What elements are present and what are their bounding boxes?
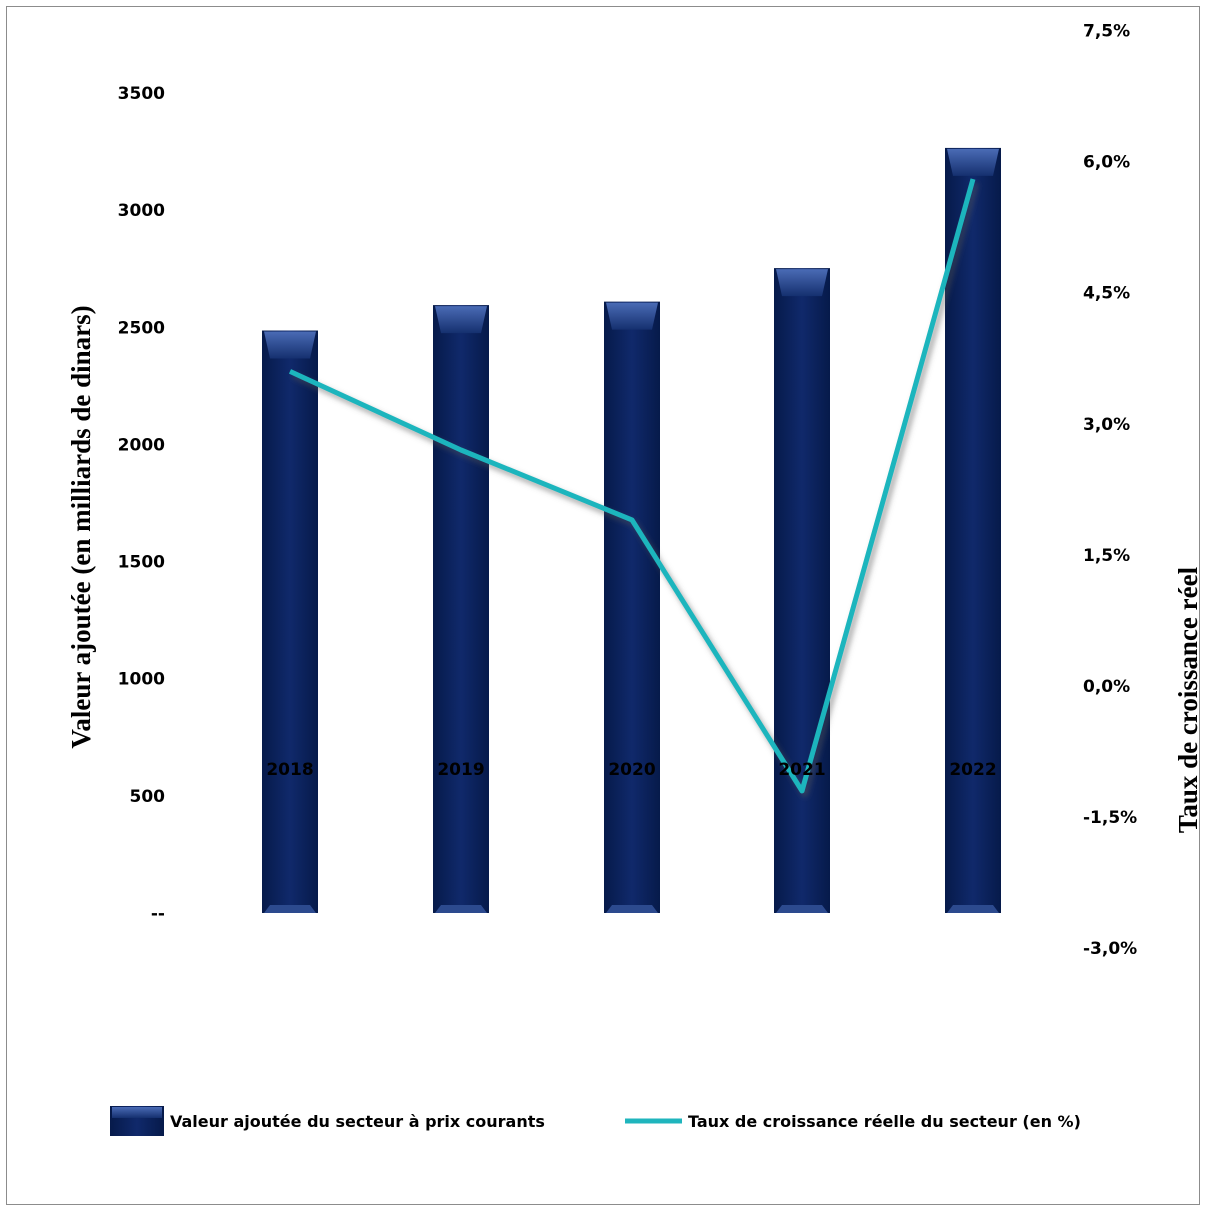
growth-line-layer xyxy=(288,178,976,794)
x-tick-label: 2018 xyxy=(266,760,313,780)
x-tick-label: 2021 xyxy=(778,760,825,780)
bar-bottom-bevel xyxy=(606,905,658,913)
bar-bottom-bevel xyxy=(776,905,828,913)
left-tick-label: -- xyxy=(151,904,165,924)
bar-top-bevel xyxy=(776,269,828,297)
bar-top-bevel xyxy=(947,148,999,176)
left-axis-title: Valeur ajoutée (en milliards de dinars) xyxy=(66,305,96,748)
right-axis-ticks: -3,0% -1,5% 0,0% 1,5% 3,0% 4,5% 6,0% 7,5% xyxy=(1083,22,1137,960)
left-tick-label: 1000 xyxy=(118,670,165,690)
right-tick-label: 6,0% xyxy=(1083,153,1130,173)
right-axis-title: Taux de croissance réel xyxy=(1173,566,1203,833)
left-axis-ticks: -- 500 1000 1500 2000 2500 3000 3500 xyxy=(118,84,165,924)
legend-item-line: Taux de croissance réelle du secteur (en… xyxy=(625,1112,1081,1131)
right-tick-label: -1,5% xyxy=(1083,808,1137,828)
right-tick-label: 3,0% xyxy=(1083,415,1130,435)
bar-2018 xyxy=(262,330,318,913)
bar-2020 xyxy=(604,301,660,913)
right-tick-label: 1,5% xyxy=(1083,546,1130,566)
x-axis-ticks: 2018 2019 2020 2021 2022 xyxy=(266,760,996,780)
legend-item-bars: Valeur ajoutée du secteur à prix courant… xyxy=(110,1106,545,1136)
left-tick-label: 3500 xyxy=(118,84,165,104)
legend-swatch-bars-highlight xyxy=(112,1107,162,1118)
bar-bottom-bevel xyxy=(264,905,316,913)
right-tick-label: 0,0% xyxy=(1083,677,1130,697)
bar-top-bevel xyxy=(435,306,487,334)
left-tick-label: 500 xyxy=(130,787,166,807)
bar-body xyxy=(433,305,489,913)
bar-2021 xyxy=(774,268,830,913)
bar-body xyxy=(262,330,318,913)
bar-bottom-bevel xyxy=(947,905,999,913)
legend-label-bars: Valeur ajoutée du secteur à prix courant… xyxy=(170,1112,545,1131)
right-tick-label: 4,5% xyxy=(1083,284,1130,304)
left-tick-label: 2000 xyxy=(118,435,165,455)
right-tick-label: 7,5% xyxy=(1083,22,1130,42)
x-tick-label: 2022 xyxy=(949,760,996,780)
bar-2022 xyxy=(945,147,1001,914)
bar-2019 xyxy=(433,305,489,913)
legend-label-line: Taux de croissance réelle du secteur (en… xyxy=(688,1112,1081,1131)
bar-body xyxy=(774,268,830,913)
left-tick-label: 1500 xyxy=(118,553,165,573)
x-tick-label: 2019 xyxy=(437,760,484,780)
x-tick-label: 2020 xyxy=(608,760,655,780)
bars-layer xyxy=(262,147,1001,914)
left-tick-label: 3000 xyxy=(118,201,165,221)
bar-top-bevel xyxy=(264,331,316,359)
bar-body xyxy=(604,301,660,913)
bar-top-bevel xyxy=(606,302,658,330)
left-tick-label: 2500 xyxy=(118,318,165,338)
legend: Valeur ajoutée du secteur à prix courant… xyxy=(110,1106,1081,1136)
bar-body xyxy=(945,147,1001,914)
right-tick-label: -3,0% xyxy=(1083,939,1137,959)
bar-bottom-bevel xyxy=(435,905,487,913)
